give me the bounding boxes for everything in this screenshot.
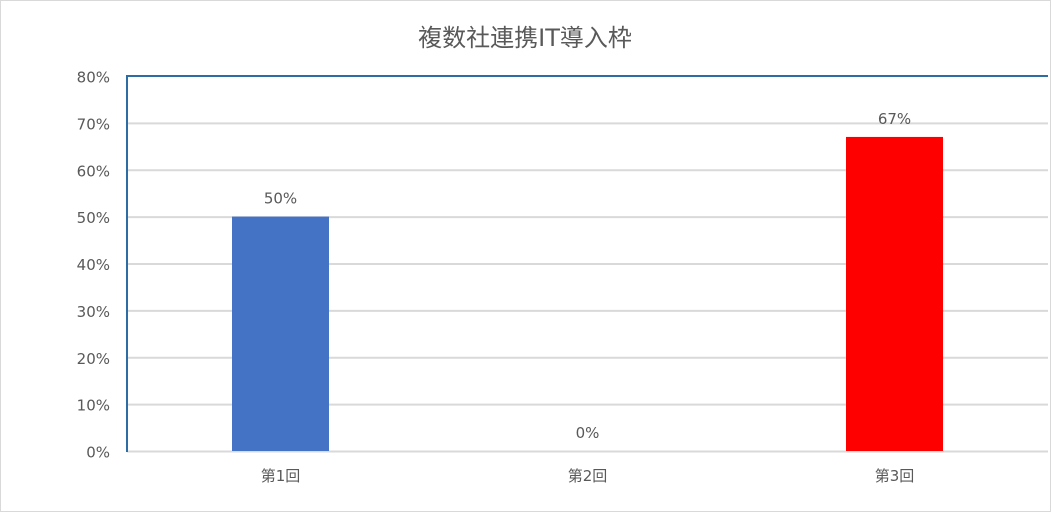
data-label: 0% (576, 424, 600, 442)
y-axis-ticks: 0% 10% 20% 30% 40% 50% 60% 70% 80% (77, 69, 110, 462)
bars (232, 136, 943, 451)
y-tick-label: 70% (77, 115, 110, 133)
data-label: 50% (264, 190, 297, 208)
y-tick-label: 40% (77, 256, 110, 274)
y-tick-label: 60% (77, 162, 110, 180)
y-tick-label: 30% (77, 303, 110, 321)
x-tick-label: 第1回 (261, 467, 301, 485)
y-tick-label: 0% (86, 444, 110, 462)
x-tick-label: 第3回 (875, 467, 915, 485)
y-tick-label: 50% (77, 209, 110, 227)
chart-title: 複数社連携IT導入枠 (418, 24, 632, 52)
x-axis-ticks: 第1回 第2回 第3回 (261, 467, 915, 485)
data-labels: 50% 0% 67% (264, 110, 911, 442)
data-label: 67% (878, 110, 911, 128)
y-tick-label: 10% (77, 397, 110, 415)
axes (126, 75, 1048, 452)
bar-3 (846, 136, 943, 451)
x-tick-label: 第2回 (568, 467, 608, 485)
bar-1 (232, 216, 329, 451)
y-tick-label: 80% (77, 69, 110, 87)
y-tick-label: 20% (77, 350, 110, 368)
